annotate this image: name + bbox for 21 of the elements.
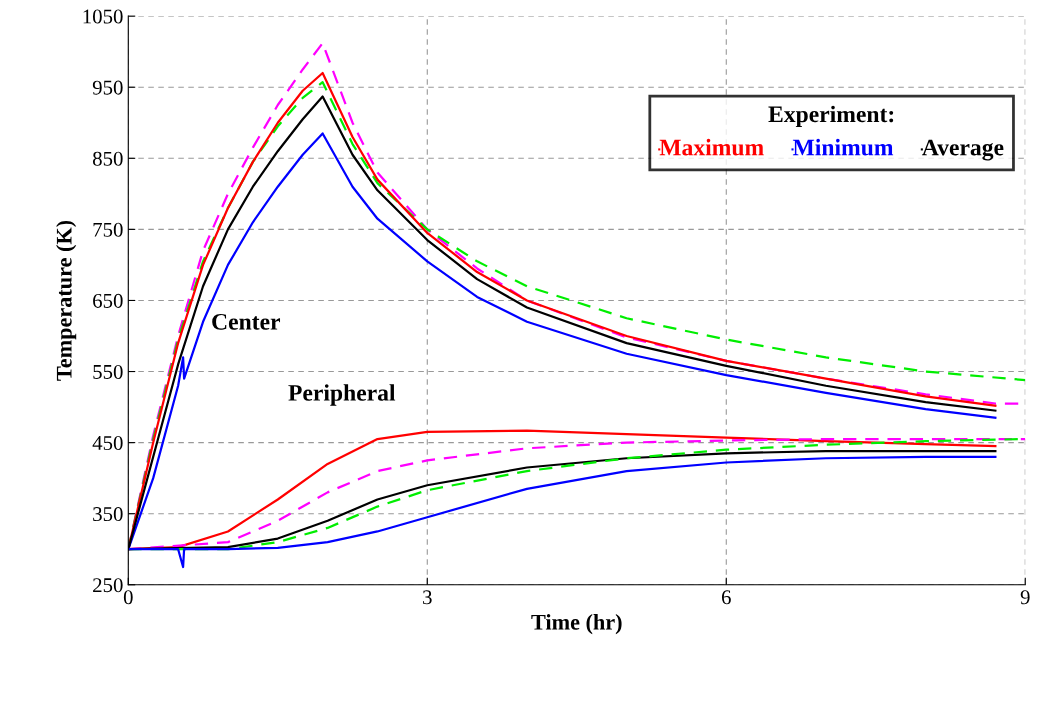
y-tick-label: 950 (92, 80, 123, 95)
x-tick-label: 0 (123, 590, 133, 605)
x-tick-label: 9 (1020, 590, 1030, 605)
annotation: Center (212, 313, 281, 330)
y-tick-label: 1050 (83, 9, 123, 24)
y-axis-title: Temperature (K) (56, 220, 77, 381)
legend-title: Experiment: (768, 105, 894, 128)
x-axis-title: Time (hr) (531, 614, 622, 635)
legend-label: Average (922, 139, 1004, 161)
legend-label: Maximum (659, 138, 764, 156)
y-tick-label: 550 (93, 364, 123, 379)
x-tick-label: 3 (423, 590, 432, 605)
legend-label: Minimum (792, 138, 894, 156)
y-tick-label: 650 (93, 293, 123, 308)
x-tick-label: 6 (721, 590, 731, 605)
y-tick-label: 450 (92, 435, 123, 451)
y-tick-label: 350 (93, 507, 123, 522)
y-tick-label: 250 (93, 578, 123, 593)
y-tick-label: 850 (92, 151, 123, 166)
annotation: Peripheral (288, 384, 396, 406)
y-tick-label: 750 (93, 222, 123, 237)
